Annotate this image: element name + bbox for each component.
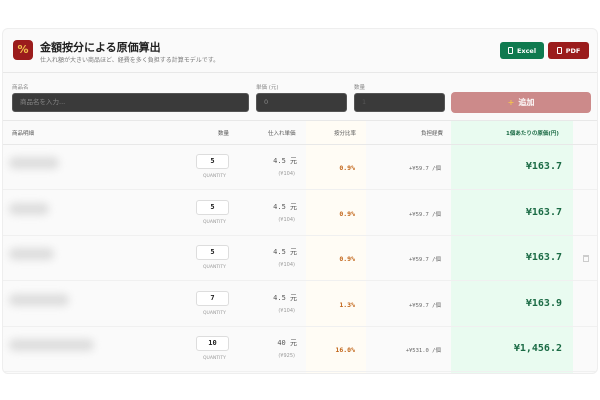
header: % 金額按分による原価算出 仕入れ額が大きい商品ほど、経費を多く負担する計算モデ…	[3, 29, 597, 73]
row-quantity-input[interactable]: 10	[196, 336, 229, 351]
allocation-ratio: 16.0%	[335, 346, 355, 354]
unit-price-yen: (¥104)	[278, 216, 295, 223]
col-qty: 数量	[218, 131, 230, 137]
burden-expense: +¥59.7 /個	[409, 257, 441, 263]
burden-expense: +¥59.7 /個	[409, 166, 441, 172]
unit-price: 4.5 元	[273, 202, 297, 211]
unit-cost: ¥163.7	[525, 206, 562, 218]
unit-cost: ¥1,456.2	[513, 343, 562, 354]
allocation-ratio: 0.9%	[339, 255, 355, 263]
product-name-blurred	[9, 339, 94, 351]
add-button[interactable]: + 追加	[451, 92, 591, 113]
quantity-caption: QUANTITY	[203, 265, 226, 270]
product-name-input[interactable]: 商品名を入力...	[12, 93, 249, 112]
burden-expense: +¥59.7 /個	[409, 302, 441, 309]
unit-price-yen: (¥925)	[278, 353, 295, 359]
unit-price: 4.5 元	[273, 248, 297, 256]
allocation-ratio: 1.3%	[339, 300, 355, 309]
burden-expense: +¥59.7 /個	[409, 211, 441, 218]
product-name-blurred	[9, 202, 49, 215]
pdf-export-button[interactable]: PDF	[548, 42, 589, 59]
product-name-blurred	[9, 248, 54, 260]
add-label: 追加	[518, 98, 535, 107]
product-name-blurred	[9, 293, 69, 306]
quantity-caption: QUANTITY	[203, 310, 226, 316]
col-unit-cost: 1個あたりの原価(円)	[506, 131, 559, 137]
unit-price: 40 元	[277, 339, 297, 347]
unit-price-yen: (¥104)	[278, 262, 295, 268]
allocation-ratio: 0.9%	[339, 164, 355, 172]
col-burden: 負担経費	[421, 131, 444, 137]
table-row: 5 QUANTITY 4.5 元 (¥104) 0.9% +¥59.7 /個 ¥…	[3, 191, 597, 236]
trash-icon[interactable]	[583, 255, 589, 262]
ratio-column-bg	[306, 121, 366, 373]
unit-price: 4.5 元	[273, 293, 297, 302]
add-item-form: 商品名 商品名を入力... 単価 (元) 0 数量 1 + 追加	[3, 73, 597, 121]
page-title: 金額按分による原価算出	[40, 41, 161, 54]
table-row: 7 QUANTITY 4.5 元 (¥104) 1.3% +¥59.7 /個 ¥…	[3, 282, 597, 327]
allocation-ratio: 0.9%	[339, 209, 355, 218]
quantity-caption: QUANTITY	[203, 174, 226, 179]
quantity-caption: QUANTITY	[203, 356, 226, 361]
excel-export-button[interactable]: Excel	[500, 42, 544, 59]
quantity-caption: QUANTITY	[203, 219, 226, 225]
table-row: 10 QUANTITY 40 元 (¥925) 16.0% +¥531.0 /個…	[3, 327, 597, 372]
unit-cost: ¥163.7	[525, 252, 562, 263]
price-label: 単価 (元)	[256, 85, 279, 91]
burden-expense: +¥531.0 /個	[405, 348, 441, 354]
plus-icon: +	[507, 98, 515, 107]
unit-price-input[interactable]: 0	[256, 93, 347, 112]
quantity-input[interactable]: 1	[354, 93, 445, 112]
table-row: 5 QUANTITY 4.5 元 (¥104) 0.9% +¥59.7 /個 ¥…	[3, 236, 597, 281]
qty-label: 数量	[354, 85, 366, 91]
col-unit-price: 仕入れ単価	[268, 131, 296, 137]
row-quantity-input[interactable]: 7	[196, 290, 229, 306]
file-icon	[507, 47, 513, 54]
page-subtitle: 仕入れ額が大きい商品ほど、経費を多く負担する計算モデルです。	[40, 57, 220, 64]
row-quantity-input[interactable]: 5	[196, 199, 229, 215]
row-quantity-input[interactable]: 5	[196, 154, 229, 169]
table-header: 商品明細 数量 仕入れ単価 按分比率 負担経費 1個あたりの原価(円)	[3, 121, 597, 145]
cost-calculator-card: % 金額按分による原価算出 仕入れ額が大きい商品ほど、経費を多く負担する計算モデ…	[2, 28, 598, 374]
name-label: 商品名	[12, 85, 29, 91]
percent-logo-icon: %	[13, 40, 33, 60]
excel-label: Excel	[516, 46, 537, 55]
col-product: 商品明細	[12, 131, 35, 137]
file-icon	[556, 47, 562, 54]
unit-price: 4.5 元	[273, 157, 297, 165]
unit-price-yen: (¥104)	[278, 171, 295, 177]
product-name-blurred	[9, 157, 59, 169]
col-ratio: 按分比率	[334, 131, 357, 137]
row-quantity-input[interactable]: 5	[196, 245, 229, 260]
unit-cost: ¥163.7	[525, 161, 562, 172]
unit-cost: ¥163.9	[525, 297, 562, 309]
unit-price-yen: (¥104)	[278, 307, 295, 314]
cost-column-bg	[451, 121, 573, 373]
table-row: 5 QUANTITY 4.5 元 (¥104) 0.9% +¥59.7 /個 ¥…	[3, 145, 597, 190]
pdf-label: PDF	[565, 46, 581, 55]
